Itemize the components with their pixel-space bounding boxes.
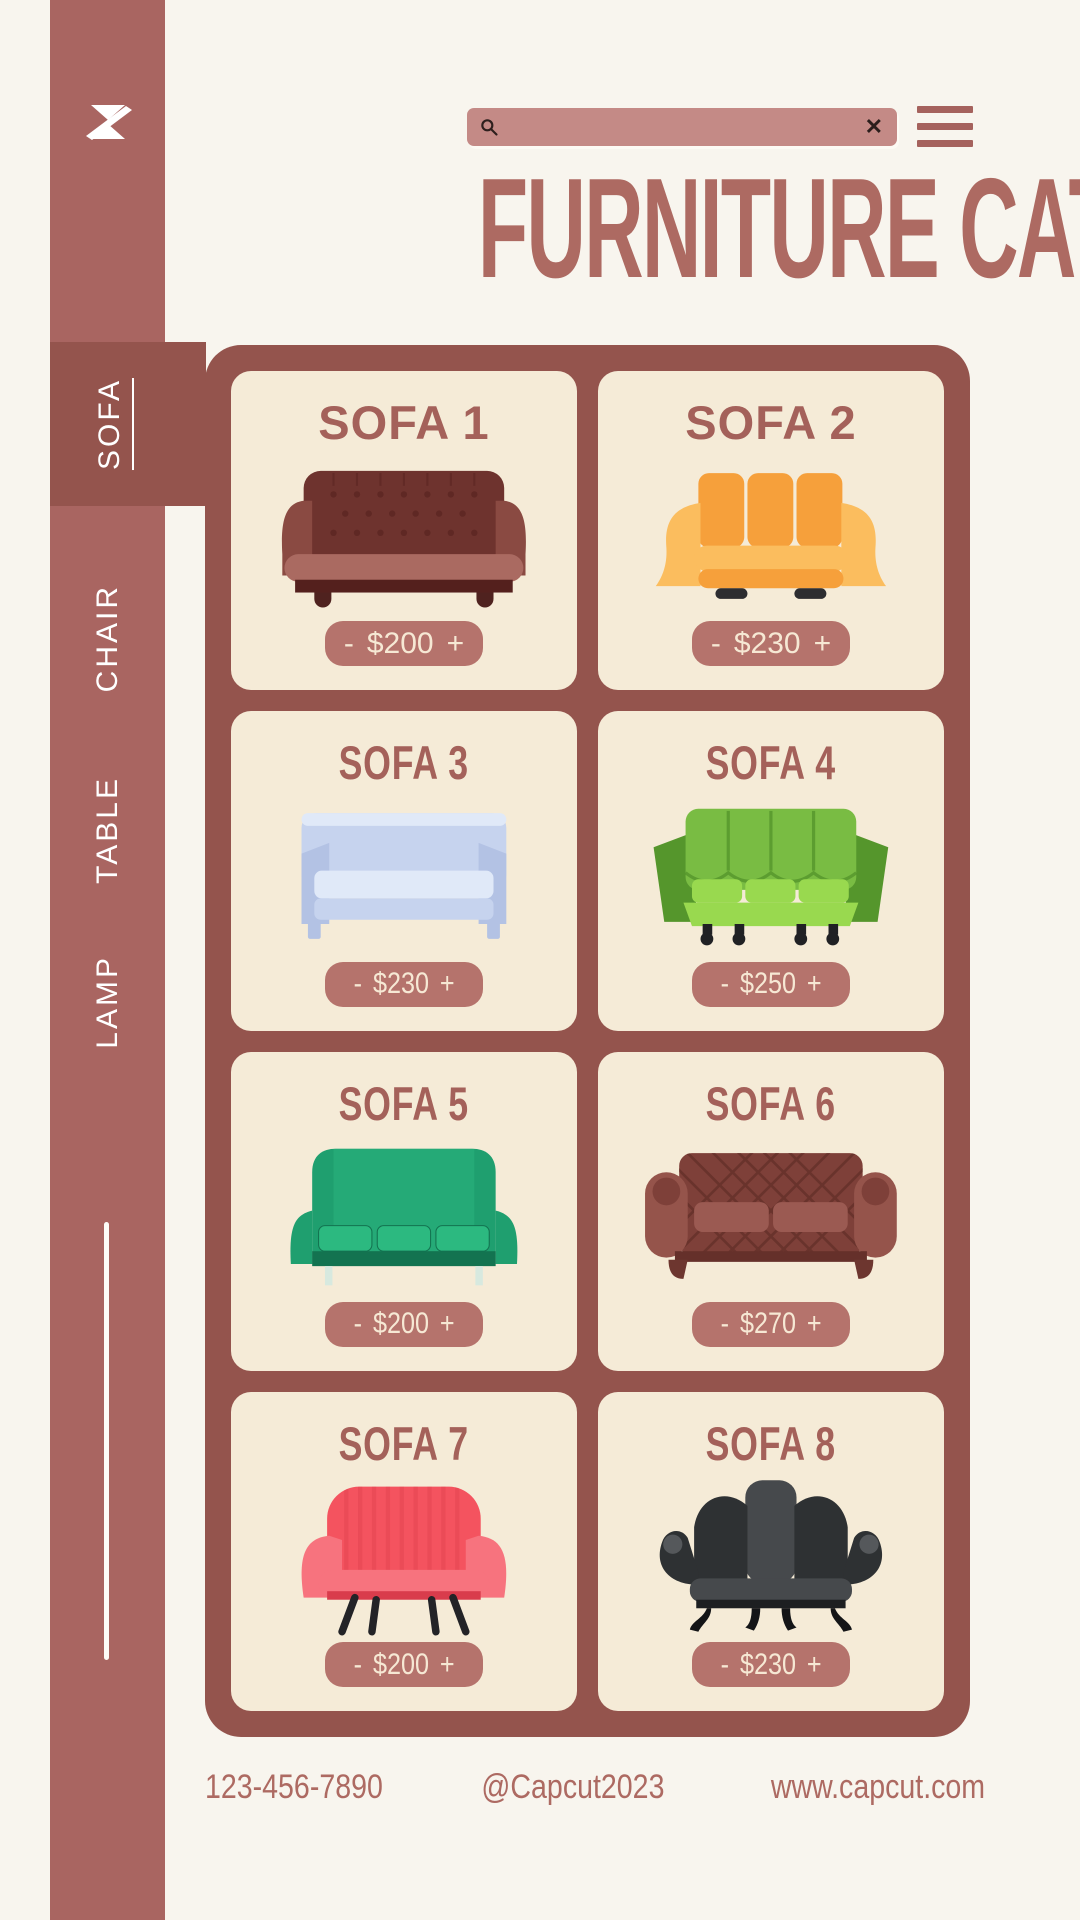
clear-search-button[interactable]: ✕	[864, 114, 883, 139]
price-value: $200	[372, 1647, 429, 1681]
sidebar-item-chair[interactable]: CHAIR	[50, 548, 165, 728]
sidebar-item-label: LAMP	[90, 955, 124, 1049]
page-title: FURNITURE CATALOG	[477, 149, 1080, 308]
sofa-illustration	[264, 456, 544, 616]
sofa-illustration	[631, 1136, 911, 1296]
sidebar-item-label: CHAIR	[90, 583, 124, 693]
hamburger-bar	[917, 106, 973, 113]
price-stepper: - $230 +	[325, 961, 483, 1007]
phone-number: 123-456-7890	[205, 1768, 383, 1806]
product-card: SOFA 7 - $200 +	[231, 1391, 577, 1711]
sofa-illustration	[264, 1476, 544, 1636]
product-card: SOFA 3 - $230 +	[231, 711, 577, 1031]
card-title: SOFA 5	[338, 1076, 470, 1130]
decrease-price-button[interactable]: -	[343, 626, 354, 660]
price-value: $230	[739, 1647, 796, 1681]
price-value: $200	[366, 626, 434, 660]
card-title: SOFA 8	[705, 1416, 837, 1470]
sidebar-item-label: SOFA	[93, 377, 126, 471]
card-title: SOFA 6	[705, 1076, 837, 1130]
capcut-logo-icon	[50, 98, 165, 146]
sofa-illustration	[264, 1136, 544, 1296]
product-card: SOFA 5 - $200 +	[231, 1051, 577, 1371]
decrease-price-button[interactable]: -	[720, 967, 729, 1000]
card-title: SOFA 7	[338, 1416, 470, 1470]
price-stepper: - $250 +	[692, 961, 850, 1007]
sofa-illustration	[631, 456, 911, 616]
decrease-price-button[interactable]: -	[720, 1647, 729, 1681]
price-value: $230	[733, 626, 801, 660]
sidebar-divider-line	[104, 1222, 109, 1660]
hamburger-bar	[917, 123, 973, 130]
price-value: $270	[739, 1307, 796, 1341]
product-card: SOFA 8 - $230 +	[598, 1391, 944, 1711]
price-stepper: - $270 +	[692, 1301, 850, 1347]
price-stepper: - $230 +	[692, 621, 850, 667]
decrease-price-button[interactable]: -	[720, 1307, 729, 1341]
card-title: SOFA 3	[338, 736, 470, 790]
increase-price-button[interactable]: +	[806, 1647, 822, 1681]
search-icon	[479, 117, 499, 137]
sofa-illustration	[631, 1476, 911, 1636]
search-bar: ✕	[467, 108, 897, 146]
product-card: SOFA 4 - $250 +	[598, 711, 944, 1031]
footer: 123-456-7890 @Capcut2023 www.capcut.com	[205, 1768, 985, 1807]
price-value: $200	[372, 1307, 429, 1341]
card-title: SOFA 4	[705, 736, 837, 790]
price-stepper: - $200 +	[325, 1642, 483, 1687]
price-stepper: - $200 +	[325, 621, 483, 667]
hamburger-bar	[917, 140, 973, 147]
hamburger-menu-icon[interactable]	[917, 106, 973, 147]
card-title: SOFA 1	[318, 396, 490, 449]
search-input[interactable]	[499, 108, 863, 146]
increase-price-button[interactable]: +	[439, 967, 455, 1000]
product-card: SOFA 2 - $230 +	[598, 371, 944, 691]
price-value: $230	[372, 967, 429, 1000]
decrease-price-button[interactable]: -	[353, 1647, 362, 1681]
increase-price-button[interactable]: +	[806, 1307, 822, 1341]
card-title: SOFA 2	[685, 396, 857, 449]
decrease-price-button[interactable]: -	[353, 1307, 362, 1341]
sidebar-item-lamp[interactable]: LAMP	[50, 912, 165, 1092]
catalog-panel: SOFA 1 - $200 + SOFA 2	[205, 345, 970, 1737]
sidebar-item-sofa[interactable]: SOFA	[50, 342, 206, 506]
sidebar-item-table[interactable]: TABLE	[50, 740, 165, 920]
increase-price-button[interactable]: +	[813, 626, 832, 660]
sidebar-item-label: TABLE	[90, 776, 124, 884]
price-value: $250	[739, 967, 796, 1000]
increase-price-button[interactable]: +	[439, 1647, 455, 1681]
social-handle: @Capcut2023	[481, 1768, 665, 1806]
decrease-price-button[interactable]: -	[710, 626, 721, 660]
price-stepper: - $230 +	[692, 1642, 850, 1687]
sofa-illustration	[264, 796, 544, 956]
price-stepper: - $200 +	[325, 1301, 483, 1347]
website-url: www.capcut.com	[770, 1768, 985, 1806]
increase-price-button[interactable]: +	[439, 1307, 455, 1341]
sofa-illustration	[631, 796, 911, 956]
product-card: SOFA 1 - $200 +	[231, 371, 577, 691]
increase-price-button[interactable]: +	[446, 626, 465, 660]
increase-price-button[interactable]: +	[806, 967, 822, 1000]
decrease-price-button[interactable]: -	[353, 967, 362, 1000]
product-card: SOFA 6 - $270 +	[598, 1051, 944, 1371]
